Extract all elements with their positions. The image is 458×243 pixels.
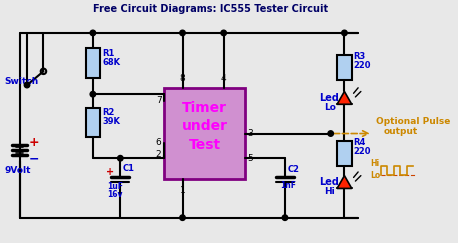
Polygon shape	[337, 176, 352, 188]
Text: 2: 2	[156, 150, 162, 159]
Text: Hi: Hi	[324, 187, 335, 196]
Text: R3: R3	[354, 52, 366, 61]
Text: Hi: Hi	[370, 158, 379, 167]
Text: C1: C1	[123, 164, 135, 173]
Text: +: +	[106, 167, 114, 177]
Text: under: under	[181, 119, 228, 133]
Circle shape	[180, 215, 185, 220]
Circle shape	[90, 91, 96, 97]
Circle shape	[24, 82, 30, 88]
Text: Test: Test	[188, 138, 220, 151]
Polygon shape	[337, 91, 352, 104]
Text: 68K: 68K	[102, 58, 120, 67]
Circle shape	[118, 156, 123, 161]
Text: 220: 220	[354, 147, 371, 156]
Text: Led: Led	[319, 93, 338, 103]
Circle shape	[282, 215, 288, 220]
Text: 6: 6	[156, 138, 162, 147]
Bar	[86, 108, 100, 137]
Bar	[337, 141, 352, 166]
Text: Led: Led	[319, 177, 338, 187]
Text: 3: 3	[247, 129, 253, 138]
Text: 5: 5	[247, 154, 253, 163]
Text: 7: 7	[156, 96, 162, 105]
Text: Lo: Lo	[324, 103, 336, 112]
Text: 39K: 39K	[102, 117, 120, 126]
Text: R4: R4	[354, 138, 366, 147]
Text: 1: 1	[180, 186, 185, 195]
Text: 220: 220	[354, 61, 371, 70]
Title: Free Circuit Diagrams: IC555 Tester Circuit: Free Circuit Diagrams: IC555 Tester Circ…	[93, 4, 328, 14]
Circle shape	[90, 30, 96, 36]
Text: 8: 8	[180, 74, 185, 83]
Circle shape	[342, 30, 347, 36]
Bar	[86, 48, 100, 78]
Text: output: output	[384, 127, 418, 136]
Text: 4: 4	[221, 74, 227, 83]
Text: +: +	[29, 136, 39, 149]
Text: Timer: Timer	[182, 101, 227, 115]
Circle shape	[328, 131, 333, 136]
Text: Optional Pulse: Optional Pulse	[376, 117, 451, 126]
Text: 1uF: 1uF	[108, 182, 124, 191]
Text: R2: R2	[102, 108, 114, 117]
Text: −: −	[29, 153, 39, 166]
Circle shape	[180, 30, 185, 36]
Text: Lo: Lo	[370, 171, 380, 180]
Bar	[164, 88, 245, 179]
Text: 9Volt: 9Volt	[4, 166, 31, 175]
Bar	[337, 55, 352, 80]
Text: R1: R1	[102, 49, 114, 58]
Text: 1nF: 1nF	[280, 182, 296, 191]
Circle shape	[221, 30, 226, 36]
Text: C2: C2	[288, 165, 300, 174]
Text: Switch: Switch	[4, 77, 38, 86]
Text: 16v: 16v	[108, 190, 123, 199]
